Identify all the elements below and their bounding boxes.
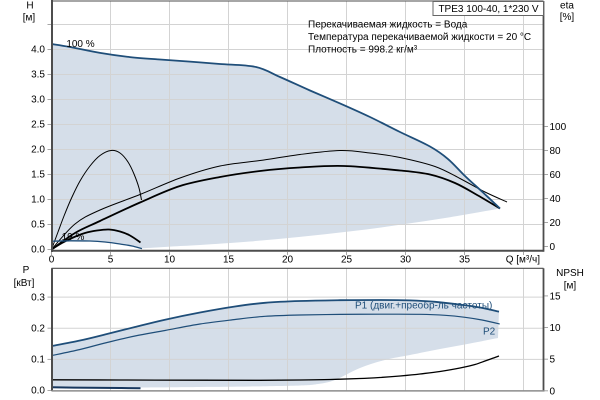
svg-text:[%]: [%] — [560, 12, 575, 23]
svg-text:1.0: 1.0 — [31, 195, 45, 206]
svg-text:5: 5 — [108, 255, 114, 266]
svg-text:[м]: [м] — [23, 13, 36, 24]
svg-text:4.0: 4.0 — [31, 45, 45, 56]
svg-text:30: 30 — [400, 255, 412, 266]
svg-text:15: 15 — [223, 255, 235, 266]
svg-text:15: 15 — [550, 291, 562, 302]
svg-text:Плотность = 998.2 кг/м³: Плотность = 998.2 кг/м³ — [308, 45, 418, 56]
svg-text:[м]: [м] — [564, 281, 577, 292]
svg-text:Перекачиваемая жидкость = Вода: Перекачиваемая жидкость = Вода — [308, 20, 468, 31]
svg-text:20: 20 — [282, 255, 294, 266]
svg-text:0.0: 0.0 — [31, 245, 45, 256]
svg-text:0: 0 — [550, 242, 556, 253]
svg-text:P2: P2 — [483, 327, 496, 338]
svg-text:10: 10 — [164, 255, 176, 266]
svg-text:10: 10 — [550, 323, 562, 334]
svg-text:2.0: 2.0 — [31, 145, 45, 156]
svg-text:0.5: 0.5 — [31, 220, 45, 231]
svg-text:0.2: 0.2 — [31, 323, 45, 334]
svg-text:80: 80 — [550, 146, 562, 157]
svg-text:0.1: 0.1 — [31, 355, 45, 366]
svg-text:[кВт]: [кВт] — [14, 278, 35, 289]
svg-text:40: 40 — [550, 194, 562, 205]
svg-text:P1 (двиг.+преобр-ль частоты): P1 (двиг.+преобр-ль частоты) — [355, 300, 492, 312]
svg-text:eta: eta — [560, 1, 574, 12]
svg-text:25: 25 — [341, 255, 353, 266]
svg-text:Q [м³/ч]: Q [м³/ч] — [506, 255, 541, 266]
svg-text:2.5: 2.5 — [31, 120, 45, 131]
svg-text:5: 5 — [550, 355, 556, 366]
svg-text:19 %: 19 % — [62, 232, 85, 243]
svg-text:3.0: 3.0 — [31, 95, 45, 106]
svg-text:0.3: 0.3 — [31, 292, 45, 303]
svg-text:35: 35 — [459, 255, 471, 266]
svg-text:100 %: 100 % — [66, 39, 94, 50]
svg-text:NPSH: NPSH — [556, 268, 584, 279]
svg-text:Температура перекачиваемой жид: Температура перекачиваемой жидкости = 20… — [308, 32, 531, 43]
svg-text:20: 20 — [550, 218, 562, 229]
svg-text:3.5: 3.5 — [31, 70, 45, 81]
svg-text:TPE3 100-40, 1*230 V: TPE3 100-40, 1*230 V — [438, 4, 538, 15]
svg-text:60: 60 — [550, 170, 562, 181]
svg-text:0: 0 — [550, 386, 556, 397]
svg-text:H: H — [26, 1, 33, 12]
svg-text:0.0: 0.0 — [31, 386, 45, 397]
svg-text:1.5: 1.5 — [31, 170, 45, 181]
svg-text:P: P — [23, 265, 30, 276]
svg-text:0: 0 — [49, 255, 55, 266]
svg-text:100: 100 — [550, 122, 567, 133]
